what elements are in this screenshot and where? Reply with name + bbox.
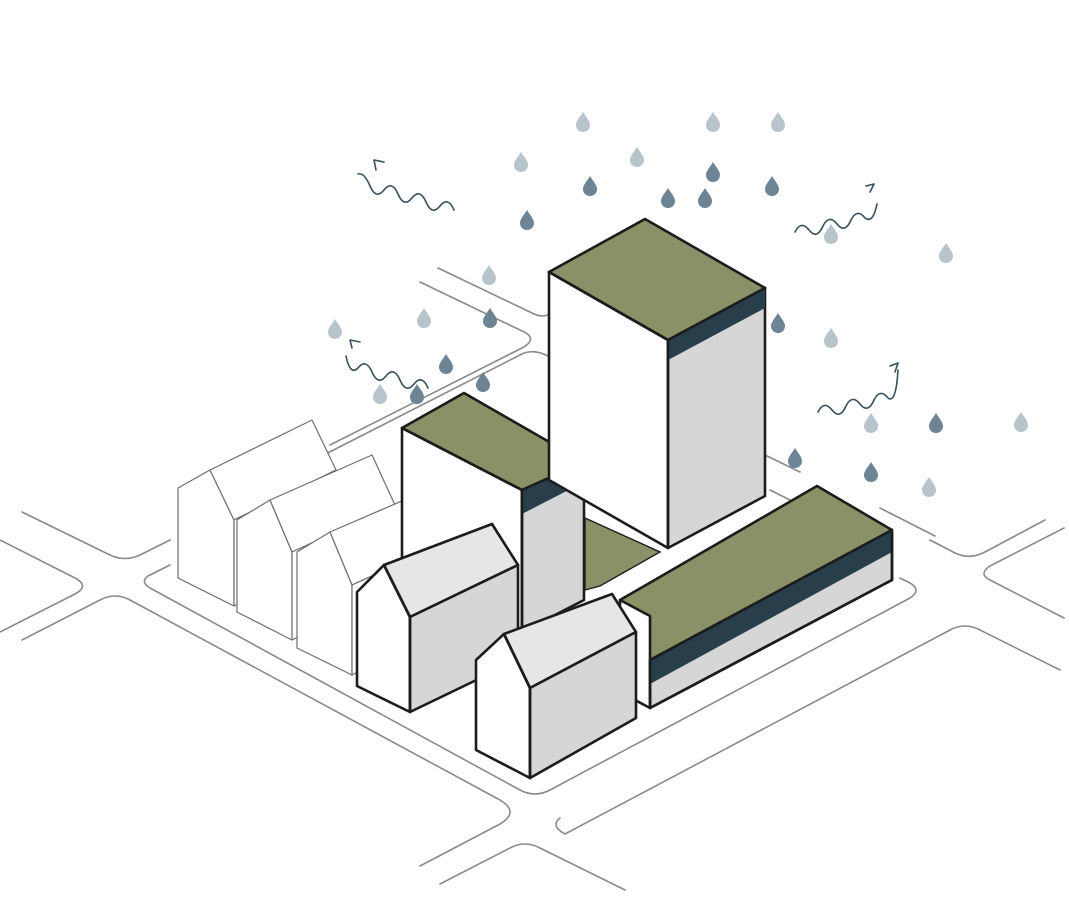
wavy-arrow-icon — [817, 362, 899, 415]
raindrop-icon — [482, 265, 496, 285]
raindrop-icon — [328, 319, 342, 339]
raindrop-icon — [765, 176, 779, 196]
raindrop-icon — [1014, 412, 1028, 432]
raindrop-icon — [583, 176, 597, 196]
wavy-arrow-icon — [794, 183, 878, 235]
raindrop-icon — [661, 188, 675, 208]
raindrop-icon — [576, 112, 590, 132]
wavy-arrow-icon — [345, 339, 429, 389]
raindrop-icon — [698, 188, 712, 208]
road-behind-tower — [764, 454, 801, 473]
road-right-inner — [879, 507, 936, 537]
raindrop-icon — [864, 413, 878, 433]
raindrop-icon — [922, 477, 936, 497]
evaporation-arrows — [345, 159, 899, 415]
raindrop-icon — [630, 147, 644, 167]
raindrop-icon — [706, 162, 720, 182]
raindrop-icon — [483, 308, 497, 328]
long-slab-green-roof — [618, 484, 894, 710]
house-a — [355, 522, 520, 714]
road-right-edge — [929, 519, 1046, 558]
raindrop-icon — [824, 224, 838, 244]
road-right-lower — [983, 527, 1065, 619]
raindrop-icon — [788, 448, 802, 468]
raindrop-icon — [514, 152, 528, 172]
road-edge-back-left — [329, 281, 532, 446]
tower-roof-band — [668, 288, 765, 360]
raindrop-icon — [439, 354, 453, 374]
raindrop-icon — [373, 384, 387, 404]
raindrop-icon — [771, 112, 785, 132]
raindrop-icon — [864, 462, 878, 482]
raindrop-icon — [476, 372, 490, 392]
road-left-lower — [21, 595, 131, 641]
raindrop-icon — [520, 210, 534, 230]
tower-green-roof — [547, 217, 767, 550]
slab-roof-band — [650, 530, 892, 684]
raindrop-icon — [929, 413, 943, 433]
road-bottom-right — [555, 625, 1061, 835]
raindrop-icon — [417, 308, 431, 328]
road-edge-back-left-inner — [437, 267, 557, 317]
block-sidewalk-left — [143, 564, 917, 795]
block-sidewalk-front — [129, 599, 511, 867]
raindrop-icon — [939, 243, 953, 263]
street-grid — [0, 267, 1065, 891]
road-edge-block-top — [309, 350, 549, 463]
raindrop-icon — [771, 313, 785, 333]
wavy-arrow-icon — [357, 159, 455, 211]
house-b — [474, 592, 638, 780]
raindrop-icon — [706, 112, 720, 132]
road-bottom-left — [439, 843, 626, 891]
road-left-bottom — [0, 539, 84, 633]
road-left-top — [21, 511, 171, 560]
raindrop-icon — [824, 328, 838, 348]
